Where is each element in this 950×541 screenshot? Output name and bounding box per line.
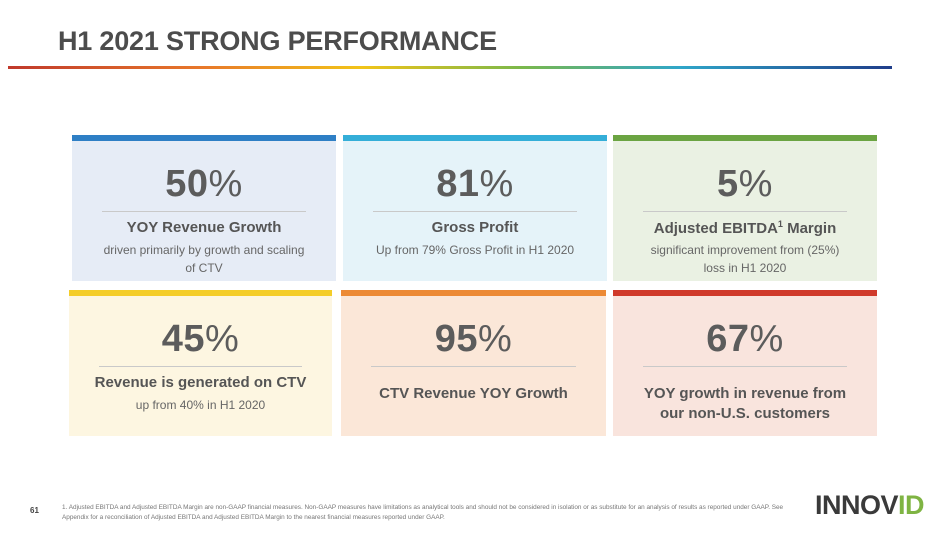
card-accent-bar	[613, 290, 877, 296]
metric-card-international-growth: 67% YOY growth in revenue from our non-U…	[613, 290, 877, 436]
metric-value: 81%	[436, 163, 514, 205]
company-logo: INNOVID	[815, 490, 925, 520]
metric-card-ebitda-margin: 5% Adjusted EBITDA1 Margin significant i…	[613, 135, 877, 281]
card-accent-bar	[72, 135, 336, 141]
card-divider	[99, 366, 302, 367]
footnote-marker: 1	[777, 219, 783, 229]
metric-headline: CTV Revenue YOY Growth	[379, 385, 568, 402]
metric-headline: Gross Profit	[431, 219, 519, 236]
card-divider	[102, 211, 306, 212]
metric-card-ctv-growth: 95% CTV Revenue YOY Growth	[341, 290, 606, 436]
metric-description: up from 40% in H1 2020	[135, 398, 266, 412]
metric-headline: YOY growth in revenue from our non-U.S. …	[643, 385, 847, 422]
metric-card-ctv-share: 45% Revenue is generated on CTV up from …	[69, 290, 332, 436]
metric-description: Up from 79% Gross Profit in H1 2020	[375, 243, 575, 257]
card-accent-bar	[69, 290, 332, 296]
card-divider	[643, 366, 847, 367]
metric-card-revenue-growth: 50% YOY Revenue Growth driven primarily …	[72, 135, 336, 281]
page-title: H1 2021 STRONG PERFORMANCE	[58, 26, 497, 56]
metric-value: 67%	[706, 318, 784, 360]
card-accent-bar	[343, 135, 607, 141]
card-divider	[371, 366, 576, 367]
footnote-text: 1. Adjusted EBITDA and Adjusted EBITDA M…	[62, 504, 784, 521]
metric-value: 50%	[165, 163, 243, 205]
metric-description: significant improvement from (25%) loss …	[650, 243, 840, 275]
metric-value: 45%	[161, 318, 240, 360]
metric-headline: YOY Revenue Growth	[126, 219, 282, 236]
card-accent-bar	[341, 290, 606, 296]
metric-card-gross-profit: 81% Gross Profit Up from 79% Gross Profi…	[343, 135, 607, 281]
metric-description: driven primarily by growth and scaling o…	[103, 243, 305, 275]
card-divider	[643, 211, 847, 212]
metric-value: 95%	[434, 318, 513, 360]
metric-value: 5%	[717, 163, 773, 205]
title-divider	[8, 66, 892, 69]
metric-headline: Adjusted EBITDA1 Margin	[653, 219, 837, 237]
card-divider	[373, 211, 577, 212]
page-number: 61	[30, 506, 39, 515]
card-accent-bar	[613, 135, 877, 141]
metric-headline: Revenue is generated on CTV	[94, 374, 307, 391]
